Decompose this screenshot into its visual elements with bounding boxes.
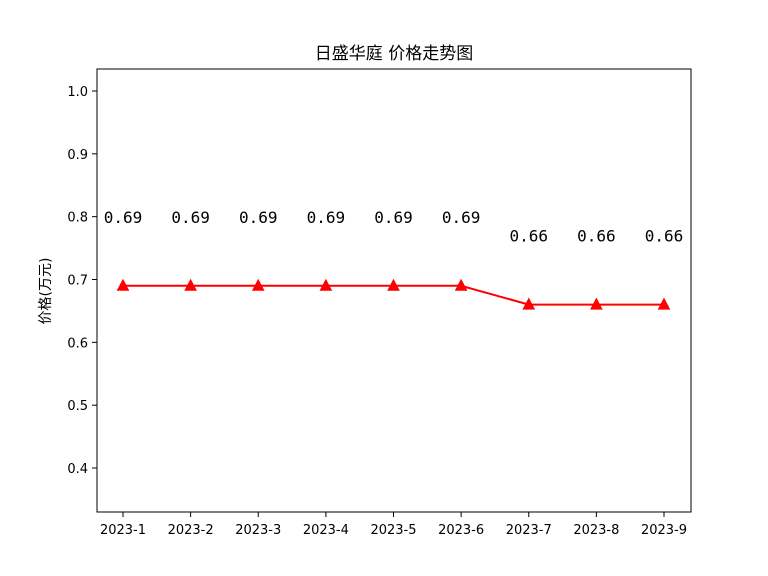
- y-tick-label: 0.9: [67, 148, 88, 163]
- data-label: 0.69: [171, 208, 210, 227]
- data-point-marker: [590, 297, 603, 310]
- y-tick-label: 0.7: [67, 274, 88, 289]
- data-label: 0.69: [442, 208, 481, 227]
- y-tick-label: 0.4: [67, 462, 88, 477]
- y-axis-label: 价格(万元): [38, 258, 54, 325]
- x-tick-label: 2023-1: [100, 523, 146, 538]
- x-tick-label: 2023-5: [370, 523, 416, 538]
- data-point-marker: [387, 278, 400, 291]
- plot-frame: [96, 68, 692, 513]
- data-point-marker: [184, 278, 197, 291]
- x-tick-label: 2023-4: [303, 523, 349, 538]
- y-axis-ticks: 0.4 0.5 0.6 0.7 0.8 0.9 1.0: [67, 85, 97, 477]
- data-point-marker: [116, 278, 130, 291]
- data-point-marker: [522, 297, 536, 310]
- data-point-marker: [454, 278, 468, 291]
- x-tick-label: 2023-9: [641, 523, 687, 538]
- x-axis-ticks: 2023-1 2023-2 2023-3 2023-4 2023-5 2023-6 2023…: [100, 512, 687, 538]
- data-label: 0.66: [577, 227, 616, 246]
- x-tick-label: 2023-6: [438, 523, 484, 538]
- data-label: 0.66: [645, 227, 684, 246]
- x-tick-label: 2023-2: [168, 523, 214, 538]
- data-label: 0.66: [509, 227, 548, 246]
- data-point-marker: [657, 297, 671, 310]
- data-labels: 0.69 0.69 0.69 0.69 0.69 0.69 0.66 0.66 0.66: [104, 208, 684, 246]
- data-point-marker: [251, 278, 265, 291]
- y-tick-label: 0.6: [67, 336, 88, 351]
- x-tick-label: 2023-7: [506, 523, 552, 538]
- price-series: [116, 278, 671, 310]
- data-label: 0.69: [307, 208, 346, 227]
- x-tick-label: 2023-8: [573, 523, 619, 538]
- y-tick-label: 1.0: [67, 85, 88, 100]
- data-label: 0.69: [374, 208, 413, 227]
- data-point-marker: [319, 278, 333, 291]
- y-tick-label: 0.8: [67, 211, 88, 226]
- data-label: 0.69: [104, 208, 143, 227]
- y-tick-label: 0.5: [67, 399, 88, 414]
- data-label: 0.69: [239, 208, 278, 227]
- chart-title: 日盛华庭 价格走势图: [315, 44, 473, 64]
- x-tick-label: 2023-3: [235, 523, 281, 538]
